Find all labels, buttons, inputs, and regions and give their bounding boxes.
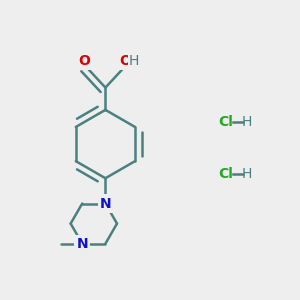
Text: N: N	[76, 237, 88, 251]
Text: O: O	[119, 54, 131, 68]
Text: H: H	[242, 115, 252, 129]
Text: Cl: Cl	[218, 115, 233, 129]
Text: H: H	[129, 54, 140, 68]
Text: H: H	[242, 167, 252, 181]
Text: O: O	[79, 54, 91, 68]
Text: N: N	[100, 196, 111, 211]
Text: Cl: Cl	[218, 167, 233, 181]
